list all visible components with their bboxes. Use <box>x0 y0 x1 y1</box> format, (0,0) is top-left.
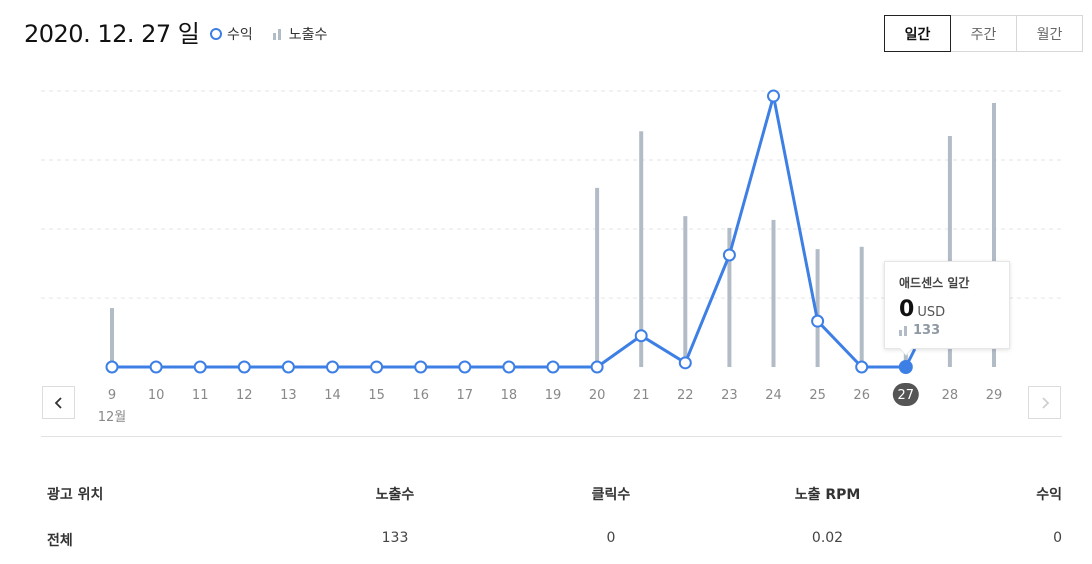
x-tick-label[interactable]: 19 <box>545 388 562 403</box>
revenue-point[interactable] <box>193 360 207 374</box>
tooltip-title: 애드센스 일간 <box>899 276 970 290</box>
revenue-point[interactable] <box>634 329 648 343</box>
impression-bar <box>110 308 114 367</box>
x-tick-label[interactable]: 28 <box>942 388 959 403</box>
legend-revenue-label: 수익 <box>227 27 253 43</box>
x-tick-label[interactable]: 11 <box>192 388 209 403</box>
revenue-point[interactable] <box>281 360 295 374</box>
legend-revenue: 수익 <box>210 24 253 44</box>
x-axis-ticks: 9 10 11 12 13 14 15 16 17 18 19 20 21 22 23 24 25 26 27 28 2… <box>98 383 1003 425</box>
impression-bar <box>771 219 776 367</box>
tab-monthly[interactable]: 월간 <box>1016 15 1083 52</box>
impression-bar <box>683 216 688 367</box>
revenue-point[interactable] <box>370 360 384 374</box>
x-tick-label[interactable]: 23 <box>721 388 738 403</box>
date-title: 2020. 12. 27 일 <box>24 20 200 48</box>
tab-weekly[interactable]: 주간 <box>950 15 1017 52</box>
x-tick-label[interactable]: 14 <box>324 388 341 403</box>
x-tick-label[interactable]: 9 <box>108 388 116 403</box>
x-tick-label[interactable]: 21 <box>633 388 650 403</box>
chevron-left-icon[interactable] <box>42 386 75 419</box>
x-tick-label[interactable]: 20 <box>589 388 606 403</box>
chart-header: 2020. 12. 27 일 수익 노출수 일간 주간 월간 <box>0 0 1092 70</box>
tooltip-impressions-value: 133 <box>913 323 941 338</box>
x-tick-label[interactable]: 27 <box>898 388 915 403</box>
cell-revenue: 0 <box>1053 530 1062 546</box>
revenue-point[interactable] <box>458 360 472 374</box>
x-tick-label[interactable]: 25 <box>809 388 826 403</box>
selected-tick-pill <box>892 383 919 406</box>
revenue-point[interactable] <box>546 360 560 374</box>
impression-bar <box>992 103 996 367</box>
revenue-point[interactable] <box>678 356 692 370</box>
revenue-point[interactable] <box>502 360 516 374</box>
revenue-series-line <box>112 94 906 369</box>
revenue-point[interactable] <box>237 360 251 374</box>
revenue-point[interactable] <box>149 360 163 374</box>
col-clicks: 클릭수 <box>591 487 631 503</box>
revenue-point[interactable] <box>105 360 119 374</box>
col-placement: 광고 위치 <box>47 487 104 503</box>
revenue-point[interactable] <box>767 89 780 103</box>
divider <box>41 436 1062 437</box>
chevron-right-icon[interactable] <box>1028 386 1061 419</box>
chart-tooltip: 애드센스 일간 0 USD 133 <box>884 261 1010 349</box>
chart-legend: 수익 노출수 <box>210 24 347 44</box>
tooltip-revenue-value: 0 <box>899 297 915 322</box>
bar-chart-icon <box>272 28 283 40</box>
revenue-line <box>112 94 917 369</box>
impression-bars <box>110 103 996 367</box>
cell-clicks: 0 <box>606 530 616 546</box>
bar-chart-icon <box>899 325 909 336</box>
col-impressions: 노출수 <box>375 487 415 503</box>
period-toggle: 일간 주간 월간 <box>884 15 1083 52</box>
revenue-point[interactable] <box>414 360 428 374</box>
revenue-point-selected[interactable] <box>898 360 913 374</box>
tooltip-impressions: 133 <box>899 323 995 338</box>
impression-bar <box>947 136 952 367</box>
x-tick-label[interactable]: 12 <box>236 388 253 403</box>
cell-placement: 전체 <box>47 533 73 549</box>
revenue-point[interactable] <box>326 360 339 374</box>
impression-bar <box>639 131 644 367</box>
impression-bar <box>859 246 864 367</box>
tooltip-revenue-unit: USD <box>917 305 946 320</box>
x-tick-label[interactable]: 16 <box>412 388 429 403</box>
x-tick-label[interactable]: 17 <box>457 388 474 403</box>
table-header-row: 광고 위치 노출수 클릭수 노출 RPM 수익 <box>0 478 1092 508</box>
col-rpm: 노출 RPM <box>794 487 861 503</box>
tooltip-arrow <box>900 348 912 355</box>
legend-impressions-label: 노출수 <box>288 27 328 43</box>
revenue-points <box>105 89 913 374</box>
x-tick-label[interactable]: 24 <box>765 388 782 403</box>
revenue-impressions-chart: 9 10 11 12 13 14 15 16 17 18 19 20 21 22 23 24 25 26 27 28 2… <box>41 89 1062 425</box>
col-revenue: 수익 <box>1036 487 1062 503</box>
x-tick-label[interactable]: 22 <box>677 388 694 403</box>
x-tick-label[interactable]: 13 <box>280 388 297 403</box>
x-tick-label[interactable]: 29 <box>986 388 1003 403</box>
revenue-point[interactable] <box>811 314 825 328</box>
legend-impressions: 노출수 <box>272 24 328 44</box>
revenue-point[interactable] <box>722 248 736 262</box>
table-row: 전체 133 0 0.02 0 <box>0 524 1092 554</box>
revenue-point[interactable] <box>590 360 604 374</box>
cell-impressions: 133 <box>381 530 409 546</box>
impression-bar <box>815 249 820 367</box>
impression-bar <box>595 187 600 367</box>
revenue-point[interactable] <box>855 360 869 374</box>
x-tick-label[interactable]: 10 <box>148 388 165 403</box>
x-tick-label[interactable]: 15 <box>368 388 385 403</box>
tab-daily[interactable]: 일간 <box>884 15 951 52</box>
x-tick-label[interactable]: 26 <box>853 388 870 403</box>
cell-rpm: 0.02 <box>811 530 844 546</box>
x-tick-label[interactable]: 18 <box>501 388 518 403</box>
tooltip-revenue: 0 USD <box>899 297 995 322</box>
revenue-legend-icon <box>210 28 222 40</box>
month-label: 12월 <box>98 410 127 425</box>
impression-bar <box>727 227 732 367</box>
